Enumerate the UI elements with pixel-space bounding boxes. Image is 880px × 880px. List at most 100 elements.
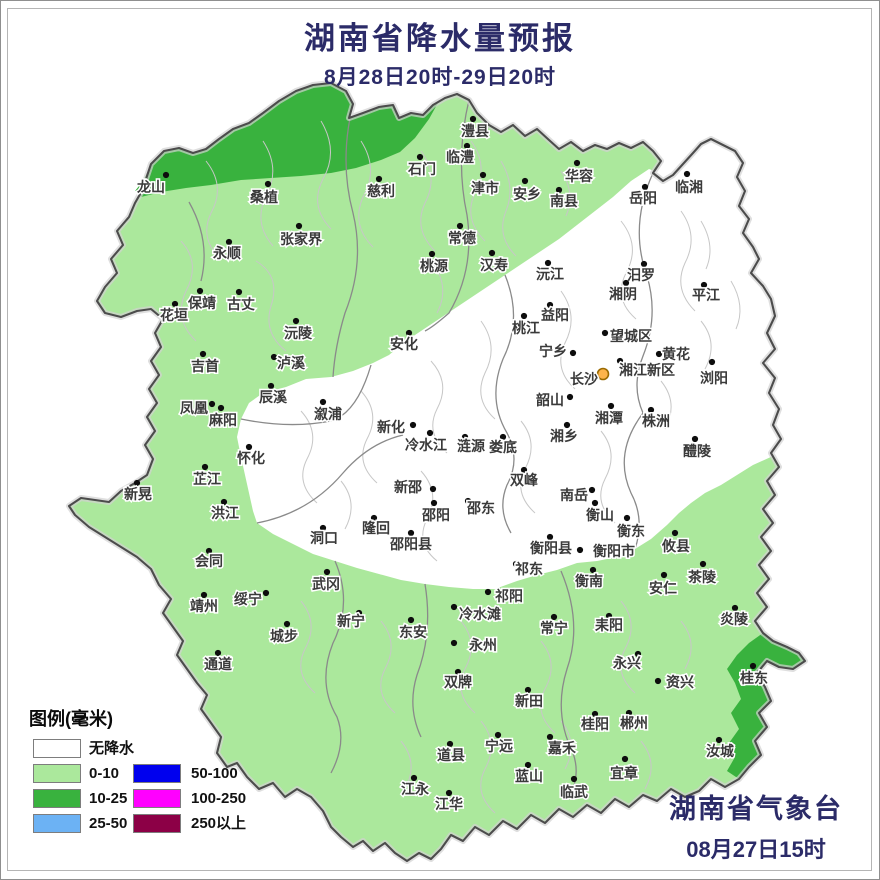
city-dot [499, 433, 507, 441]
city-dot [220, 498, 228, 506]
city-dot [601, 329, 609, 337]
city-label: 岳阳 [629, 190, 657, 206]
city-label: 绥宁 [234, 591, 262, 607]
city-dot [671, 529, 679, 537]
city-label: 衡阳市 [593, 543, 635, 559]
city-dot [625, 709, 633, 717]
city-label: 道县 [437, 747, 465, 763]
city-label: 泸溪 [277, 355, 306, 371]
city-dot [199, 350, 207, 358]
city-label: 韶山 [536, 392, 564, 408]
capital-dot [596, 367, 610, 381]
city-dot [546, 733, 554, 741]
city-dot [641, 183, 649, 191]
city-label: 茶陵 [687, 569, 717, 585]
city-label: 郴州 [620, 715, 648, 731]
region-no-precip [237, 139, 781, 589]
city-dot [479, 171, 487, 179]
city-label: 慈利 [367, 183, 395, 199]
city-label: 醴陵 [683, 443, 712, 459]
city-dot [208, 400, 216, 408]
city-label: 石门 [407, 161, 436, 177]
prefecture-lines [188, 99, 654, 798]
capital-label: 长沙 [570, 371, 598, 387]
city-dot [171, 300, 179, 308]
city-label: 溆浦 [314, 406, 342, 422]
city-dot [654, 677, 662, 685]
city-label: 南岳 [560, 487, 588, 503]
city-label: 衡阳县 [530, 540, 572, 556]
legend-label: 无降水 [89, 740, 135, 757]
city-label: 永州 [468, 637, 497, 653]
city-label: 靖州 [190, 598, 218, 614]
city-dot [469, 115, 477, 123]
city-dot [605, 612, 613, 620]
city-label: 江永 [401, 781, 430, 797]
city-label: 永兴 [612, 655, 641, 671]
city-label: 沅陵 [284, 325, 313, 341]
city-label: 江华 [435, 796, 463, 812]
city-label: 浏阳 [700, 370, 728, 386]
city-label: 城步 [270, 628, 298, 644]
city-dot [570, 775, 578, 783]
city-label: 武冈 [312, 576, 340, 592]
city-label: 桂阳 [580, 716, 609, 732]
city-dot [640, 260, 648, 268]
legend-label: 25-50 [89, 815, 128, 832]
city-label: 资兴 [666, 674, 694, 690]
city-dot [162, 171, 170, 179]
city-dot [484, 588, 492, 596]
city-label: 津市 [471, 180, 499, 196]
city-label: 安化 [390, 336, 418, 352]
title-block: 湖南省降水量预报 8月28日20时-29日20时 [1, 13, 879, 91]
county-lines [180, 120, 741, 814]
city-dot [521, 177, 529, 185]
city-label: 望城区 [610, 328, 652, 344]
city-label: 桂东 [739, 670, 768, 686]
city-dot [200, 591, 208, 599]
city-label: 炎陵 [720, 611, 749, 627]
city-label: 隆回 [362, 520, 390, 536]
city-dot [225, 238, 233, 246]
city-label: 湘阴 [609, 286, 637, 302]
city-label: 通道 [204, 656, 232, 672]
legend-label: 0-10 [89, 765, 120, 782]
city-label: 洞口 [310, 530, 338, 546]
city-label: 东安 [399, 624, 427, 640]
city-dot [700, 281, 708, 289]
city-dot [520, 466, 528, 474]
city-label: 平江 [692, 287, 720, 303]
city-label: 祁阳 [495, 588, 523, 604]
legend-swatch [33, 814, 81, 833]
city-dot [264, 180, 272, 188]
city-label: 黄花 [662, 346, 690, 362]
city-dot [133, 479, 141, 487]
city-dot [512, 560, 520, 568]
city-dot [494, 731, 502, 739]
city-dot [428, 250, 436, 258]
city-label: 张家界 [280, 231, 323, 247]
city-label: 临澧 [446, 149, 474, 165]
city-label: 衡山 [586, 507, 614, 523]
legend-swatch [133, 814, 181, 833]
city-dot [319, 524, 327, 532]
city-label: 益阳 [541, 307, 569, 323]
legend: 图例(毫米) 无降水 0-10 10-25 25-50 50-100 100-250 250… [29, 705, 339, 841]
city-dot [319, 398, 327, 406]
city-dot [715, 736, 723, 744]
city-dot [464, 497, 472, 505]
city-dot [410, 774, 418, 782]
city-dot [616, 357, 624, 365]
city-label: 麻阳 [208, 412, 237, 428]
source-block: 湖南省气象台 08月27日15时 [631, 787, 879, 864]
city-dot [708, 358, 716, 366]
city-dot [426, 429, 434, 437]
city-dot [450, 603, 458, 611]
city-label: 衡南 [575, 573, 603, 589]
city-dot [520, 312, 528, 320]
city-dot [429, 485, 437, 493]
city-dot [546, 301, 554, 309]
city-label: 湘乡 [550, 428, 578, 444]
